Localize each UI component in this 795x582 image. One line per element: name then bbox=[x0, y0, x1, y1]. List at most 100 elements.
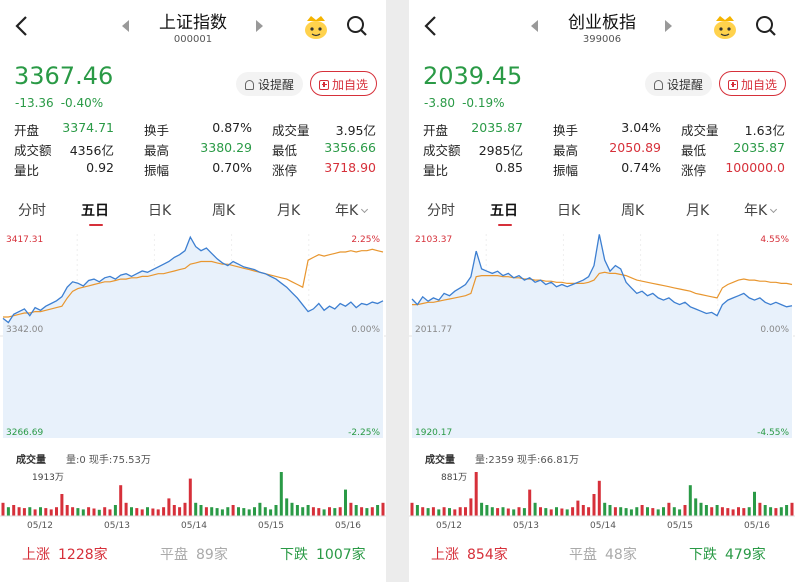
tab-label: 五日 bbox=[490, 203, 518, 219]
volume-bar bbox=[215, 508, 219, 516]
volume-bar bbox=[453, 509, 457, 516]
stats-row: 量比 0.92 振幅 0.70% 涨停 3718.90 bbox=[14, 158, 376, 178]
stat-value: 1.63亿 bbox=[744, 123, 785, 138]
add-watchlist-button[interactable]: 加自选 bbox=[310, 71, 378, 96]
volume-bar bbox=[178, 507, 182, 516]
tab-0[interactable]: 分时 bbox=[427, 200, 455, 220]
tab-1[interactable]: 五日 bbox=[81, 200, 109, 220]
volume-bar bbox=[490, 507, 494, 516]
volume-max-label: 881万 bbox=[441, 473, 467, 483]
pct-label-mid: 0.00% bbox=[351, 325, 380, 335]
breadth-flat: 48家 bbox=[605, 547, 637, 563]
tab-5[interactable]: 年K bbox=[744, 200, 778, 220]
volume-bar bbox=[183, 502, 187, 516]
volume-bar bbox=[651, 508, 655, 516]
back-arrow-icon[interactable] bbox=[12, 14, 32, 38]
prev-index-arrow-icon[interactable] bbox=[531, 20, 538, 32]
x-axis-date-label: 05/14 bbox=[590, 521, 616, 531]
volume-bar bbox=[501, 507, 505, 516]
volume-bar bbox=[667, 502, 671, 516]
tab-1[interactable]: 五日 bbox=[490, 200, 518, 220]
stat-value: 0.85 bbox=[495, 160, 523, 175]
intraday-chart[interactable]: 3417.31 3342.00 3266.69 2.25% 0.00% -2.25% bbox=[0, 228, 386, 443]
intraday-chart[interactable]: 2103.37 2011.77 1920.17 4.55% 0.00% -4.55% bbox=[409, 228, 795, 443]
stat-label: 成交额 bbox=[14, 143, 52, 158]
volume-bar bbox=[742, 508, 746, 516]
tab-3[interactable]: 周K bbox=[212, 200, 235, 220]
volume-bar bbox=[421, 507, 425, 516]
tab-2[interactable]: 日K bbox=[557, 200, 580, 220]
tab-label: 分时 bbox=[427, 203, 455, 219]
volume-bar bbox=[512, 509, 516, 516]
tab-2[interactable]: 日K bbox=[148, 200, 171, 220]
pct-label-top: 2.25% bbox=[351, 235, 380, 245]
tab-4[interactable]: 月K bbox=[277, 200, 300, 220]
tab-5[interactable]: 年K bbox=[335, 200, 369, 220]
next-index-arrow-icon[interactable] bbox=[665, 20, 672, 32]
volume-bar bbox=[242, 508, 246, 516]
stat-label: 振幅 bbox=[553, 163, 579, 178]
tab-label: 月K bbox=[277, 203, 301, 219]
stat-label: 成交额 bbox=[423, 143, 461, 158]
volume-bar bbox=[496, 508, 500, 516]
crown-mascot-icon[interactable] bbox=[710, 12, 740, 42]
tab-label: 周K bbox=[212, 203, 236, 219]
volume-bar bbox=[613, 507, 617, 516]
volume-info: 量:0 现手:75.53万 bbox=[66, 455, 151, 466]
stat-value: 2050.89 bbox=[609, 140, 661, 155]
volume-bar bbox=[119, 485, 123, 516]
volume-bar bbox=[480, 502, 484, 516]
crown-mascot-icon[interactable] bbox=[301, 12, 331, 42]
volume-bar bbox=[306, 505, 310, 516]
add-watchlist-label: 加自选 bbox=[741, 78, 778, 92]
stat-value: 3380.29 bbox=[200, 140, 252, 155]
index-code: 000001 bbox=[173, 34, 213, 45]
volume-bar bbox=[464, 507, 467, 516]
volume-bar bbox=[448, 508, 451, 516]
volume-bar bbox=[431, 507, 435, 516]
volume-bar bbox=[12, 505, 16, 516]
breadth-up: 854家 bbox=[467, 547, 508, 563]
volume-bar bbox=[258, 502, 262, 516]
volume-chart[interactable]: 881万 05/12 05/13 05/14 05/15 05/16 bbox=[409, 466, 795, 532]
search-icon[interactable] bbox=[754, 14, 778, 38]
volume-bar bbox=[55, 507, 58, 516]
x-axis-date-label: 05/13 bbox=[104, 521, 130, 531]
volume-bar bbox=[528, 489, 532, 516]
volume-chart[interactable]: 1913万 05/12 05/13 05/14 05/15 05/16 bbox=[0, 466, 386, 532]
stat-value: 3356.66 bbox=[324, 140, 376, 155]
volume-bar bbox=[301, 507, 305, 516]
tab-3[interactable]: 周K bbox=[621, 200, 644, 220]
set-reminder-button[interactable]: 设提醒 bbox=[645, 72, 713, 96]
header: 上证指数 000001 bbox=[0, 0, 386, 52]
price-change: -3.80 -0.19% bbox=[424, 96, 505, 110]
market-breadth: 上涨 854家 平盘 48家 下跌 479家 bbox=[409, 544, 795, 568]
volume-bar bbox=[360, 507, 364, 516]
stat-value: 0.70% bbox=[212, 160, 252, 175]
volume-bar bbox=[646, 507, 649, 516]
volume-bar bbox=[162, 507, 166, 516]
current-price: 3367.46 bbox=[14, 62, 114, 90]
volume-bar bbox=[33, 509, 37, 516]
plus-box-icon bbox=[319, 80, 329, 90]
breadth-down-label: 下跌 bbox=[280, 547, 308, 563]
tab-0[interactable]: 分时 bbox=[18, 200, 46, 220]
volume-bar bbox=[60, 494, 64, 516]
volume-bar bbox=[167, 498, 171, 516]
next-index-arrow-icon[interactable] bbox=[256, 20, 263, 32]
volume-bar bbox=[17, 507, 21, 516]
search-icon[interactable] bbox=[345, 14, 369, 38]
y-label-bottom: 3266.69 bbox=[6, 428, 43, 438]
volume-bar bbox=[587, 507, 591, 516]
volume-bar bbox=[140, 509, 144, 516]
prev-index-arrow-icon[interactable] bbox=[122, 20, 129, 32]
volume-bar bbox=[65, 505, 69, 516]
back-arrow-icon[interactable] bbox=[421, 14, 441, 38]
tab-label: 日K bbox=[557, 203, 581, 219]
set-reminder-button[interactable]: 设提醒 bbox=[236, 72, 304, 96]
tab-4[interactable]: 月K bbox=[686, 200, 709, 220]
stat-label: 最高 bbox=[553, 143, 579, 158]
breadth-down: 1007家 bbox=[316, 547, 366, 563]
add-watchlist-button[interactable]: 加自选 bbox=[719, 71, 787, 96]
volume-bar bbox=[720, 507, 724, 516]
